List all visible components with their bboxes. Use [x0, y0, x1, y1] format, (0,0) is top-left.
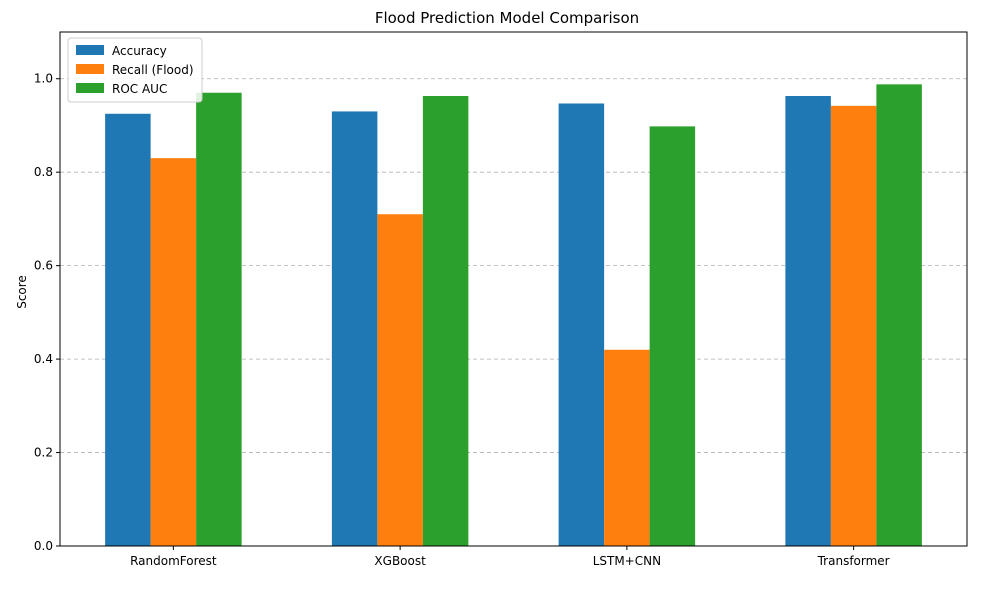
y-tick-label-1: 0.2 — [34, 446, 53, 460]
bar-recall-flood-lstm-cnn — [604, 349, 650, 546]
legend: Accuracy Recall (Flood) ROC AUC — [67, 37, 203, 103]
x-tick-label-0: RandomForest — [130, 554, 217, 568]
y-tick-label-0: 0.0 — [34, 539, 53, 553]
bar-roc-auc-lstm-cnn — [649, 126, 696, 546]
bar-recall-flood-randomforest — [150, 158, 197, 546]
x-axis-ticks: RandomForest XGBoost LSTM+CNN Transformer — [130, 546, 890, 568]
bar-recall-flood-transformer — [830, 105, 877, 546]
legend-label-0: Accuracy — [112, 44, 167, 58]
y-tick-label-5: 1.0 — [34, 72, 53, 86]
bar-accuracy-randomforest — [105, 113, 151, 546]
y-axis-ticks: 0.0 0.2 0.4 0.6 0.8 1.0 — [34, 72, 60, 553]
bar-roc-auc-xgboost — [422, 96, 469, 547]
plot-frame — [59, 31, 968, 547]
legend-swatch-0 — [76, 45, 104, 55]
y-axis-label: Score — [15, 275, 29, 309]
axes — [59, 31, 968, 547]
chart-title: Flood Prediction Model Comparison — [375, 9, 639, 27]
bar-roc-auc-randomforest — [196, 92, 242, 546]
bar-accuracy-transformer — [785, 96, 831, 547]
bar-recall-flood-xgboost — [377, 214, 423, 546]
bar-accuracy-xgboost — [331, 111, 378, 546]
bar-roc-auc-transformer — [876, 84, 922, 547]
bars — [105, 84, 922, 547]
bar-accuracy-lstm-cnn — [558, 103, 605, 546]
legend-swatch-2 — [76, 83, 104, 93]
legend-label-1: Recall (Flood) — [112, 63, 194, 77]
y-tick-label-3: 0.6 — [34, 259, 53, 273]
y-tick-label-4: 0.8 — [34, 165, 53, 179]
x-tick-label-1: XGBoost — [374, 554, 426, 568]
x-tick-label-3: Transformer — [817, 554, 890, 568]
legend-swatch-1 — [76, 64, 104, 74]
legend-label-2: ROC AUC — [112, 82, 167, 96]
x-tick-label-2: LSTM+CNN — [593, 554, 661, 568]
y-tick-label-2: 0.4 — [34, 352, 53, 366]
